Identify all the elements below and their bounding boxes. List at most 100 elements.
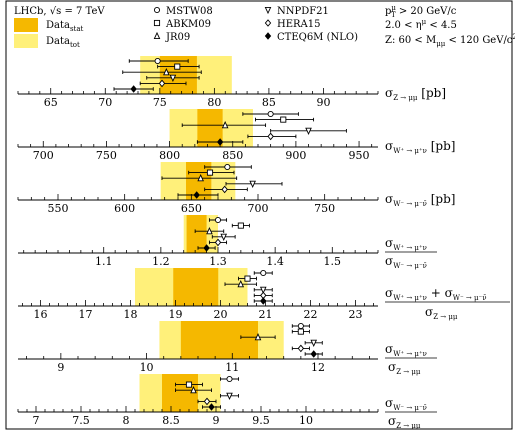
- tick-label: 65: [44, 96, 58, 109]
- point-circle: [224, 163, 231, 171]
- point-diamond-open: [267, 132, 274, 141]
- point-diamond-filled: [310, 350, 317, 358]
- observable-sum-den: σZ → μμ: [425, 305, 458, 321]
- tick-label: 800: [159, 149, 180, 162]
- legend-marker-2: [153, 31, 161, 40]
- tick-label: 1.3: [209, 255, 227, 268]
- panels: 65 70 75 80 85 90 700 750 800 850 900 950 550 600 650 7…: [17, 56, 510, 430]
- tick-label: 850: [222, 149, 243, 162]
- point-triangle-down: [249, 180, 256, 188]
- point-triangle-up: [206, 227, 213, 235]
- data-stat-band: [180, 321, 258, 359]
- panel-0: 65 70 75 80 85 90: [17, 56, 379, 109]
- point-diamond-filled: [208, 403, 215, 411]
- point-diamond-filled: [260, 297, 267, 305]
- panel-2: 550 600 650 700 750: [17, 162, 379, 215]
- tick-label: 19: [169, 308, 183, 321]
- point-square: [185, 381, 193, 388]
- point-square: [206, 169, 214, 176]
- point-square: [280, 116, 287, 123]
- tick-label: 1.4: [266, 255, 284, 268]
- experiment-label: LHCb, √s = 7 TeV: [14, 6, 105, 17]
- legend-tot-label: Datatot: [46, 36, 80, 49]
- cut-eta: 2.0 < ημ < 4.5: [385, 18, 457, 31]
- point-diamond-open: [221, 185, 228, 194]
- legend-markers: MSTW08 ABKM09 JR09 NNPDF21 HERA15 CTEQ6M (NLO…: [153, 6, 358, 43]
- tick-label: 11: [225, 361, 239, 374]
- point-square: [237, 222, 244, 229]
- tick-label: 600: [114, 202, 135, 215]
- tick-label: 85: [262, 96, 276, 109]
- tick-label: 1.5: [324, 255, 342, 268]
- point-circle: [154, 57, 161, 65]
- point-triangle-up: [197, 174, 204, 182]
- tick-label: 750: [314, 202, 335, 215]
- panel-3: 1.1 1.2 1.3 1.4 1.5: [18, 215, 379, 268]
- point-square: [244, 275, 251, 282]
- tick-label: 17: [79, 308, 93, 321]
- point-triangle-up: [254, 333, 262, 341]
- data-stat-band: [186, 215, 207, 253]
- tick-label: 900: [285, 149, 306, 162]
- observable-wplusz-den: σZ → μμ: [388, 360, 421, 376]
- point-triangle-down: [169, 74, 177, 82]
- observable-wminusz-den: σZ → μμ: [388, 414, 421, 430]
- point-triangle-up: [163, 68, 170, 76]
- legend-model-label: MSTW08: [166, 6, 213, 17]
- tick-label: 22: [304, 308, 318, 321]
- panel-4: 16 17 18 19 20 21 22 23: [18, 268, 378, 321]
- legend-marker-4: [264, 19, 272, 27]
- point-diamond-filled: [130, 85, 137, 93]
- point-triangle-up: [221, 121, 229, 129]
- observable-ratio-num: σW⁺ → μ⁺ν: [385, 236, 427, 252]
- point-circle: [214, 216, 222, 224]
- point-triangle-down: [310, 339, 318, 347]
- legend-marker-0: [153, 6, 161, 14]
- point-diamond-open: [297, 344, 305, 353]
- point-diamond-filled: [216, 138, 224, 146]
- tick-label: 7.5: [72, 414, 90, 427]
- legend-marker-5: [264, 32, 272, 40]
- observable-z: σZ → μμ [pb]: [385, 86, 446, 102]
- legend-tot-sub: tot: [70, 41, 80, 49]
- point-diamond-filled: [203, 244, 210, 252]
- legend-stat-text: Data: [46, 20, 70, 31]
- point-square: [174, 63, 181, 70]
- cut-pt: pμ T > 20 GeV/c: [385, 4, 457, 19]
- tick-label: 700: [33, 149, 54, 162]
- tick-label: 1.1: [95, 255, 113, 268]
- observable-wminusz-num: σW⁻ → μ⁻ν̄: [385, 396, 427, 412]
- point-triangle-up: [237, 280, 245, 288]
- point-triangle-down: [259, 286, 267, 294]
- observable-ratio-den: σW⁻ → μ⁻ν̄: [385, 254, 427, 270]
- tick-label: 12: [311, 361, 325, 374]
- legend-tot-text: Data: [46, 36, 70, 47]
- tick-label: 23: [349, 308, 363, 321]
- tick-label: 7: [33, 414, 40, 427]
- point-circle: [226, 375, 233, 383]
- panel-6: 7 7.5 8 8.5 9 9.5 10: [17, 374, 379, 427]
- tick-label: 20: [214, 308, 228, 321]
- outer-frame: [5, 0, 513, 430]
- tick-label: 70: [98, 96, 112, 109]
- point-diamond-open: [214, 238, 222, 247]
- point-circle: [267, 110, 274, 118]
- observable-wminus: σW⁻ → μ⁻ν̄ [pb]: [385, 192, 455, 208]
- cut-mass: Z: 60 < Mμμ < 120 GeV/c2: [385, 33, 515, 48]
- tick-label: 8.5: [162, 414, 180, 427]
- legend-model-label: NNPDF21: [277, 6, 329, 17]
- tick-label: 950: [349, 149, 370, 162]
- point-diamond-open: [158, 79, 166, 88]
- header: LHCb, √s = 7 TeV Datastat Datatot MSTW08…: [14, 4, 515, 49]
- tick-label: 8: [123, 414, 130, 427]
- legend-model-label: HERA15: [277, 19, 321, 30]
- panel-1: 700 750 800 850 900 950: [17, 109, 378, 162]
- point-triangle-down: [220, 233, 228, 241]
- legend-stat-sub: stat: [70, 25, 84, 33]
- legend-tot-swatch: [14, 34, 38, 48]
- tick-label: 9: [57, 361, 64, 374]
- point-circle: [297, 322, 304, 330]
- legend-stat-label: Datastat: [46, 20, 84, 33]
